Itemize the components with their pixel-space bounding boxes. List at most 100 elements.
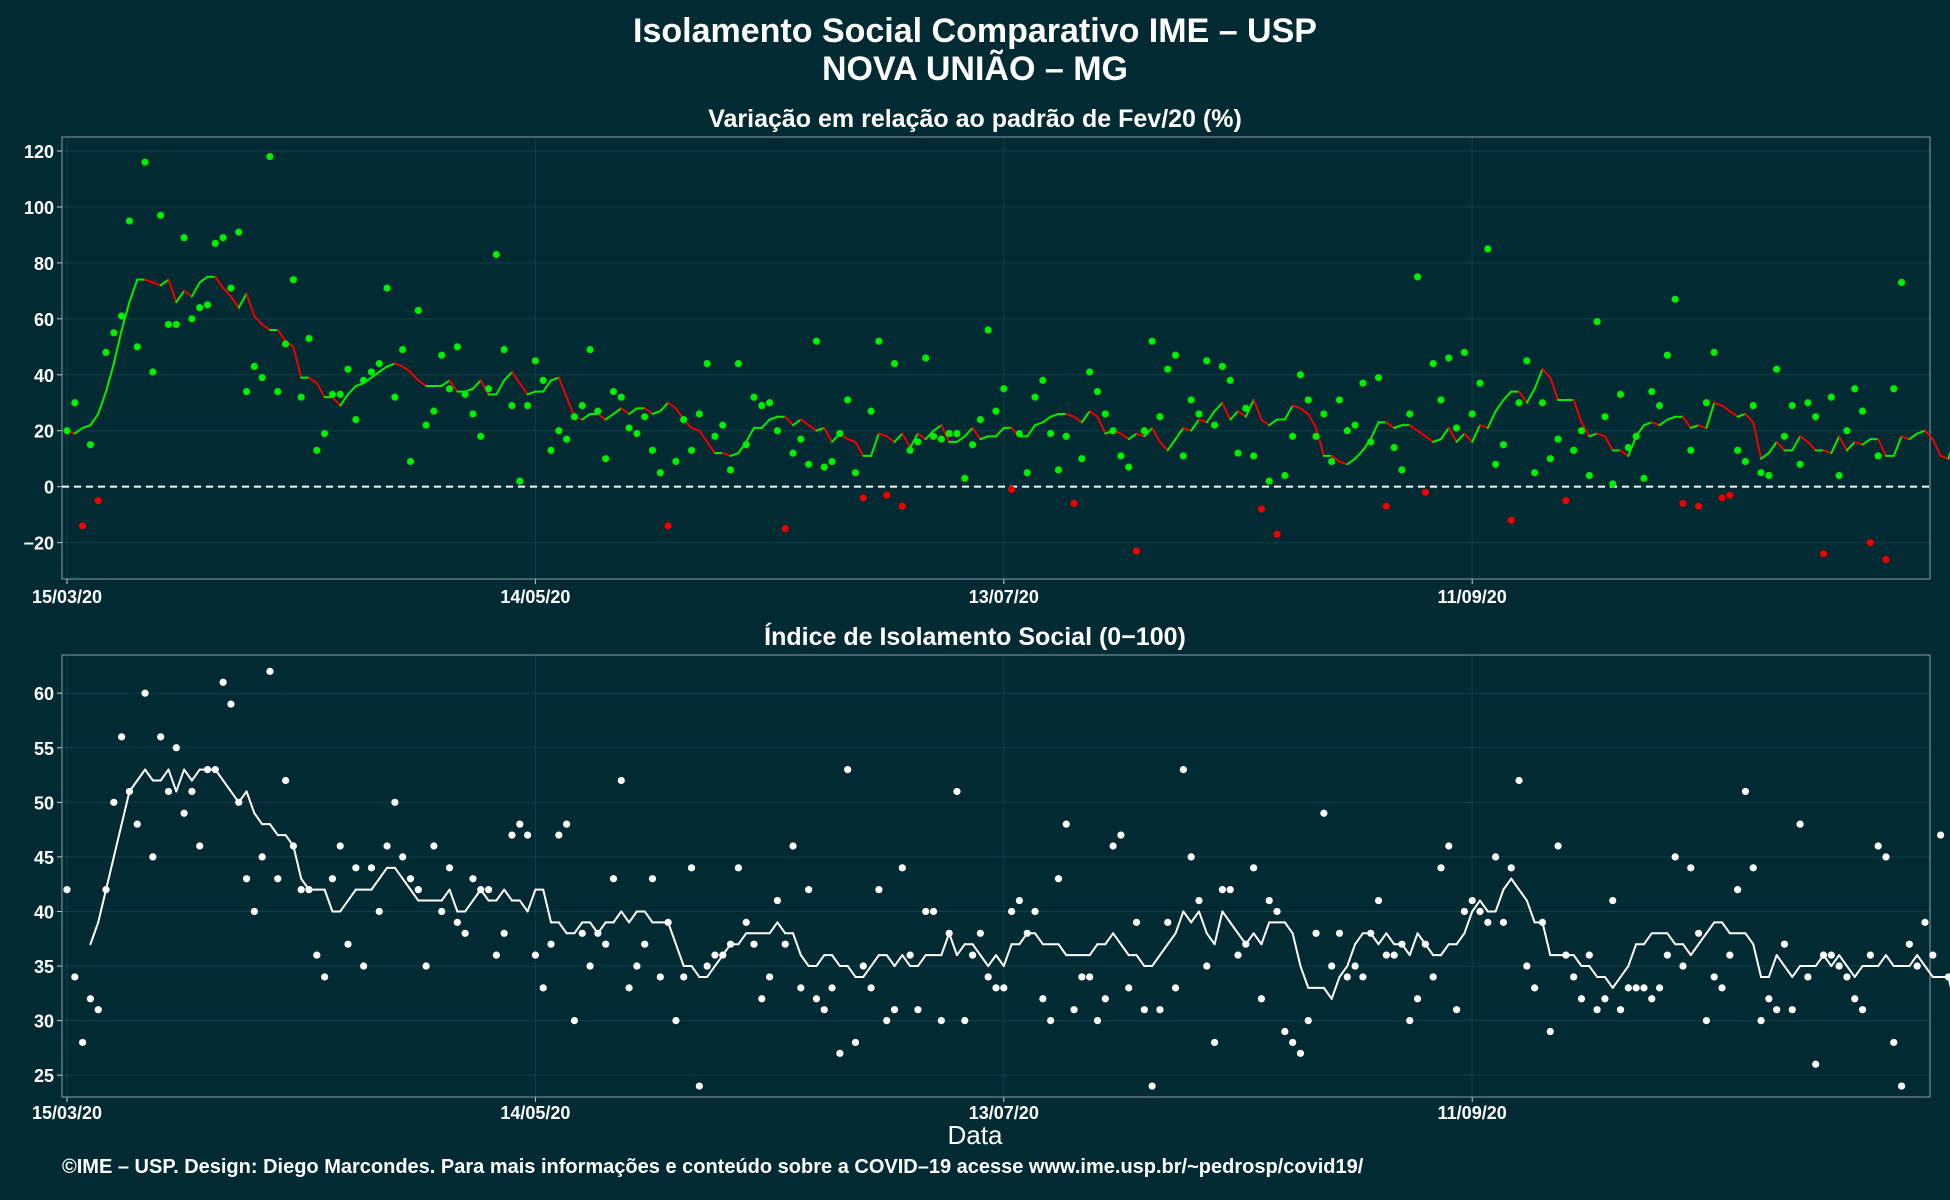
moving-average-segment xyxy=(1057,943,1068,957)
data-point xyxy=(867,984,875,992)
plot-border xyxy=(61,136,1931,580)
data-point xyxy=(1429,973,1437,981)
moving-average-segment xyxy=(1369,421,1380,441)
data-point xyxy=(1554,435,1562,443)
y-tick-label: 120 xyxy=(24,142,54,162)
data-point xyxy=(383,284,391,292)
moving-average-segment xyxy=(1307,412,1318,429)
moving-average-segment xyxy=(1775,440,1786,452)
moving-average-segment xyxy=(1502,390,1513,401)
data-point xyxy=(1281,471,1289,480)
moving-average-segment xyxy=(229,295,240,309)
location-title: NOVA UNIÃO – MG xyxy=(821,50,1129,88)
moving-average-segment xyxy=(550,376,560,382)
moving-average-segment xyxy=(870,954,880,968)
moving-average-segment xyxy=(1479,899,1489,913)
data-point xyxy=(1289,1038,1297,1047)
data-point xyxy=(258,853,266,861)
moving-average-segment xyxy=(1541,368,1552,379)
moving-average-segment xyxy=(1705,401,1716,429)
data-point xyxy=(976,415,984,424)
data-point xyxy=(1304,1017,1312,1025)
moving-average-segment xyxy=(1892,435,1903,457)
data-point xyxy=(1078,455,1086,463)
data-point xyxy=(961,474,969,482)
data-point xyxy=(859,962,867,970)
moving-average-segment xyxy=(1916,429,1926,435)
data-point xyxy=(118,733,126,741)
data-point xyxy=(1577,995,1586,1003)
moving-average-segment xyxy=(1088,943,1099,957)
moving-average-segment xyxy=(1518,390,1528,404)
data-point xyxy=(883,491,891,499)
moving-average-segment xyxy=(1736,412,1747,418)
data-point xyxy=(352,415,360,424)
data-point xyxy=(929,907,938,916)
moving-average-segment xyxy=(315,382,326,399)
moving-average-segment xyxy=(542,379,553,393)
data-point xyxy=(1062,432,1070,440)
data-point xyxy=(1218,886,1226,894)
moving-average-segment xyxy=(347,384,357,396)
data-point xyxy=(196,304,204,312)
data-point xyxy=(1819,951,1828,959)
moving-average-segment xyxy=(1127,432,1138,441)
data-point xyxy=(1515,399,1523,407)
moving-average-segment xyxy=(1330,975,1341,1000)
data-point xyxy=(1382,951,1390,959)
moving-average-segment xyxy=(1650,421,1661,427)
moving-average-segment xyxy=(112,823,123,858)
data-point xyxy=(1101,410,1109,418)
y-tick-label: −20 xyxy=(23,534,54,554)
data-point xyxy=(687,446,696,454)
data-point xyxy=(1296,371,1305,379)
moving-average-segment xyxy=(1830,435,1841,455)
moving-average-segment xyxy=(1174,426,1185,441)
moving-average-segment xyxy=(690,965,701,978)
data-point xyxy=(266,152,274,161)
moving-average-segment xyxy=(542,888,553,924)
data-point xyxy=(1734,446,1742,454)
data-point xyxy=(1304,396,1312,404)
moving-average-segment xyxy=(1096,415,1107,435)
moving-average-segment xyxy=(955,435,966,443)
data-point xyxy=(1476,907,1484,916)
data-point xyxy=(914,1006,922,1014)
moving-average-segment xyxy=(292,844,303,880)
moving-average-segment xyxy=(1447,426,1458,443)
data-point xyxy=(1897,1082,1906,1090)
data-point xyxy=(1726,951,1734,959)
moving-average-segment xyxy=(1838,435,1848,452)
data-point xyxy=(812,337,821,345)
moving-average-segment xyxy=(1791,435,1802,452)
moving-average-segment xyxy=(1221,910,1232,924)
moving-average-segment xyxy=(144,278,154,284)
data-point xyxy=(875,337,883,345)
moving-average-segment xyxy=(799,418,810,427)
data-point xyxy=(180,234,188,242)
moving-average-segment xyxy=(1393,424,1403,429)
data-point xyxy=(1671,853,1679,861)
data-point xyxy=(750,393,758,401)
moving-average-segment xyxy=(1034,421,1044,427)
moving-average-segment xyxy=(105,855,115,891)
moving-average-segment xyxy=(448,379,459,393)
data-point xyxy=(1452,1006,1461,1014)
moving-average-segment xyxy=(1681,943,1692,957)
moving-average-segment xyxy=(885,435,896,443)
moving-average-segment xyxy=(1689,943,1700,957)
data-point xyxy=(531,951,540,959)
data-point xyxy=(1554,842,1562,850)
data-point xyxy=(1570,446,1578,454)
data-point xyxy=(1616,1006,1625,1014)
data-point xyxy=(1601,995,1609,1003)
data-point xyxy=(1210,1038,1219,1047)
moving-average-segment xyxy=(690,426,701,432)
data-point xyxy=(211,765,219,774)
data-point xyxy=(523,831,532,839)
data-point xyxy=(1452,424,1461,432)
moving-average-segment xyxy=(409,888,420,902)
moving-average-segment xyxy=(1268,418,1279,427)
data-point xyxy=(1663,351,1671,359)
moving-average-segment xyxy=(183,289,193,298)
